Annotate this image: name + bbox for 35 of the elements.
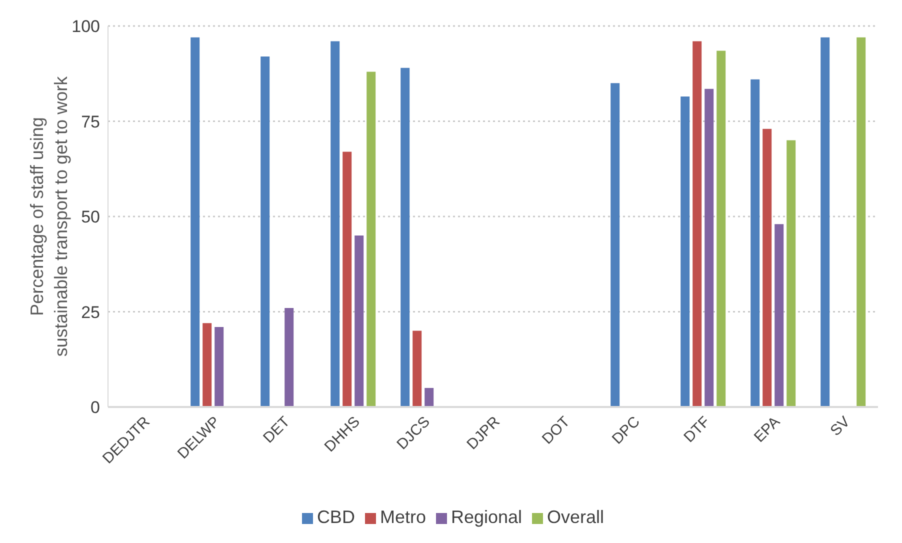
bar — [202, 323, 212, 407]
bar — [330, 41, 340, 407]
bar — [786, 140, 796, 407]
y-tick-label: 50 — [81, 208, 100, 227]
bar — [260, 56, 270, 407]
bar — [716, 50, 726, 407]
y-tick-label: 100 — [72, 17, 100, 36]
legend-label: Regional — [450, 507, 522, 527]
bar — [774, 224, 784, 407]
bar — [366, 72, 376, 407]
bar — [704, 88, 714, 407]
y-tick-label: 25 — [81, 302, 100, 322]
bar — [284, 308, 294, 407]
x-tick-label: EPA — [750, 413, 784, 446]
legend-label: CBD — [316, 507, 355, 527]
bar — [692, 41, 702, 407]
y-axis-title: Percentage of staff using sustainable transport to get to work — [27, 75, 71, 357]
bar — [750, 79, 760, 407]
bar — [342, 152, 352, 407]
bar — [856, 37, 866, 407]
legend-label: Metro — [380, 507, 426, 527]
bar — [214, 326, 224, 407]
y-tick-label: 0 — [90, 398, 100, 418]
bar — [400, 68, 410, 407]
bar — [424, 388, 434, 407]
y-tick-label: 75 — [81, 112, 100, 132]
legend-label: Overall — [547, 507, 604, 527]
bar — [762, 128, 772, 407]
bar — [412, 330, 422, 407]
x-tick-label: SV — [827, 413, 854, 440]
bar — [680, 96, 690, 407]
bar — [820, 37, 830, 407]
bar — [354, 236, 364, 407]
bar — [190, 37, 200, 407]
bar — [610, 83, 620, 407]
